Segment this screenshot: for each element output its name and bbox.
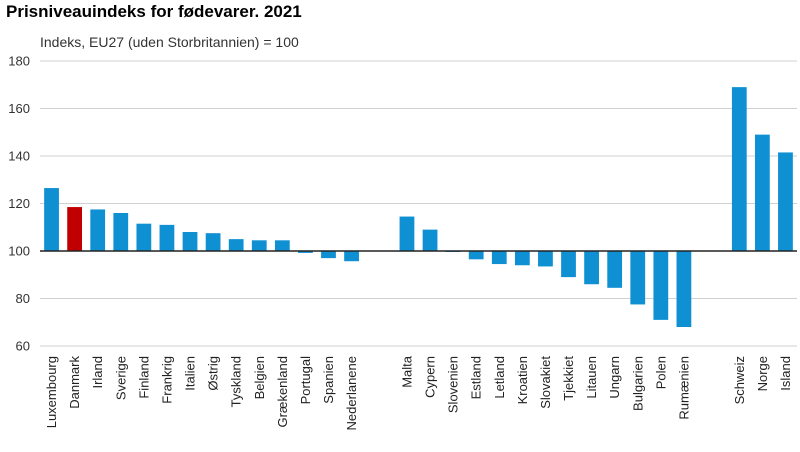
bar-østrig: [205, 233, 221, 251]
x-tick-label: Spanien: [321, 356, 336, 404]
x-tick-label: Slovenien: [446, 356, 461, 413]
bar-letland: [491, 251, 507, 265]
x-tick-label: Island: [778, 356, 793, 391]
y-axis-labels: 60 80 100 120 140 160 180: [8, 54, 30, 354]
x-tick-label: Litauen: [584, 356, 599, 399]
x-tick-label: Estland: [469, 356, 484, 399]
bar-tjekkiet: [561, 251, 576, 278]
x-tick-label: Schweiz: [732, 356, 747, 404]
y-tick-label: 140: [8, 149, 30, 164]
bars-layer: [44, 87, 793, 327]
x-tick-label: Grækenland: [275, 356, 290, 428]
x-tick-label: Rumænien: [676, 356, 691, 420]
bar-spanien: [321, 251, 336, 259]
x-tick-label: Danmark: [67, 356, 82, 409]
bar-bulgarien: [630, 251, 646, 305]
y-tick-label: 80: [16, 291, 30, 306]
bar-italien: [182, 232, 198, 251]
x-tick-label: Østrig: [206, 356, 221, 391]
x-tick-label: Letland: [492, 356, 507, 399]
x-tick-label: Luxembourg: [44, 356, 59, 428]
x-tick-label: Bulgarien: [630, 356, 645, 411]
x-tick-label: Tyskland: [229, 356, 244, 407]
bar-schweiz: [731, 87, 747, 251]
bar-danmark: [67, 207, 83, 251]
bar-nederlanene: [344, 251, 359, 262]
bar-island: [778, 152, 793, 251]
x-tick-label: Cypern: [423, 356, 438, 398]
bar-slovakiet: [538, 251, 553, 267]
bar-belgien: [251, 240, 267, 251]
x-tick-label: Finland: [136, 356, 151, 399]
chart-title: Prisniveauindeks for fødevarer. 2021: [6, 2, 302, 21]
bar-luxembourg: [44, 188, 59, 251]
x-tick-label: Norge: [755, 356, 770, 391]
x-tick-label: Polen: [653, 356, 668, 389]
bar-ungarn: [607, 251, 623, 288]
x-tick-label: Italien: [183, 356, 198, 391]
bar-norge: [754, 134, 770, 251]
y-tick-label: 120: [8, 196, 30, 211]
x-tick-label: Slovakiet: [538, 356, 553, 409]
y-tick-label: 180: [8, 54, 30, 69]
x-tick-label: Nederlanene: [344, 356, 359, 430]
x-tick-label: Malta: [399, 355, 414, 388]
x-tick-label: Ungarn: [607, 356, 622, 399]
bar-irland: [90, 209, 106, 251]
bar-litauen: [584, 251, 599, 285]
bar-portugal: [298, 251, 313, 253]
bar-malta: [399, 216, 415, 251]
bar-polen: [653, 251, 669, 320]
x-tick-label: Irland: [90, 356, 105, 389]
bar-finland: [136, 223, 152, 251]
bar-tyskland: [228, 239, 244, 251]
bar-estland: [468, 251, 484, 260]
bar-rumænien: [676, 251, 692, 327]
bar-cypern: [422, 229, 438, 251]
bar-sverige: [113, 213, 129, 251]
grid-layer: [40, 60, 797, 347]
bar-kroatien: [514, 251, 530, 266]
y-tick-label: 60: [16, 339, 30, 354]
y-tick-label: 160: [8, 101, 30, 116]
x-tick-label: Portugal: [298, 356, 313, 405]
x-tick-label: Frankrig: [159, 356, 174, 404]
bar-frankrig: [159, 224, 175, 251]
x-tick-label: Kroatien: [515, 356, 530, 404]
y-tick-label: 100: [8, 244, 30, 259]
x-tick-label: Tjekkiet: [561, 356, 576, 401]
chart-subtitle: Indeks, EU27 (uden Storbritannien) = 100: [40, 34, 299, 50]
x-axis-labels: Luxembourg Danmark Irland Sverige Finland Fra…: [44, 355, 793, 430]
bar-grækenland: [274, 240, 290, 251]
x-tick-label: Belgien: [252, 356, 267, 399]
x-tick-label: Sverige: [113, 356, 128, 400]
